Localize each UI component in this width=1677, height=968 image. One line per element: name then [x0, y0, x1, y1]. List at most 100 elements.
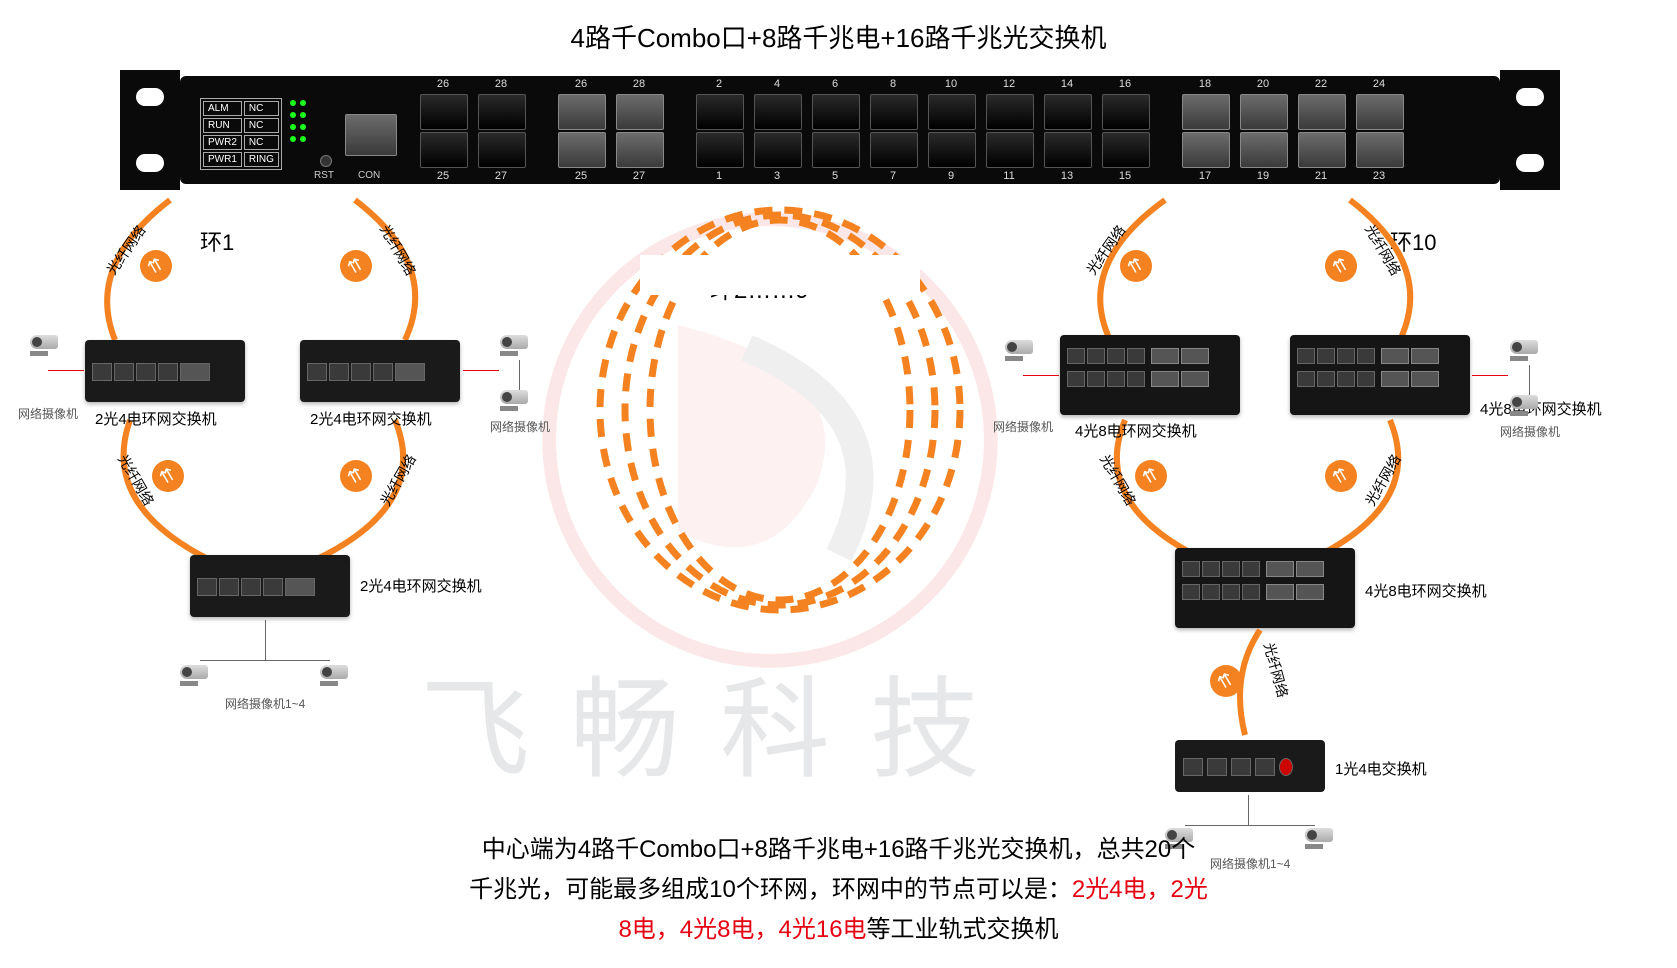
rack-switch: ALMNC RUNNC PWR2NC PWR1RING RST CON 2625…: [120, 70, 1560, 190]
port-num-top: 22: [1296, 78, 1346, 90]
rj-port[interactable]: [1356, 94, 1404, 130]
port-num-top: 12: [984, 78, 1034, 90]
rj-port[interactable]: [1182, 94, 1230, 130]
fiber-arrow-icon: ⇈: [1325, 460, 1357, 492]
port-num-top: 10: [926, 78, 976, 90]
port-num-top: 26: [556, 78, 606, 90]
port-num-top: 26: [418, 78, 468, 90]
sfp-port[interactable]: [478, 94, 526, 130]
ring10-switch-1: [1060, 335, 1240, 415]
fiber-arrow-icon: ⇈: [1135, 460, 1167, 492]
ring10-switch-2: [1290, 335, 1470, 415]
fiber-arrow-icon: ⇈: [340, 460, 372, 492]
port-num-top: 6: [810, 78, 860, 90]
camera-label: 网络摄像机: [490, 418, 550, 435]
watermark-text: 飞畅科技: [420, 640, 1020, 800]
red-line: [48, 370, 84, 371]
camera-icon: [30, 335, 64, 357]
sfp-port[interactable]: [754, 132, 802, 168]
camera-icon: [1005, 340, 1039, 362]
fiber-arrow-icon: ⇈: [140, 250, 172, 282]
port-num-bot: 27: [614, 170, 664, 182]
fiber-arrow-icon: ⇈: [1120, 250, 1152, 282]
camera-icon: [1510, 395, 1544, 417]
port-num-top: 14: [1042, 78, 1092, 90]
port-num-bot: 17: [1180, 170, 1230, 182]
sfp-port[interactable]: [696, 132, 744, 168]
rj-port[interactable]: [558, 132, 606, 168]
port-num-bot: 3: [752, 170, 802, 182]
sfp-port[interactable]: [1102, 94, 1150, 130]
port-num-top: 20: [1238, 78, 1288, 90]
sfp-port[interactable]: [986, 94, 1034, 130]
sfp-port[interactable]: [478, 132, 526, 168]
port-num-top: 16: [1100, 78, 1150, 90]
port-num-top: 4: [752, 78, 802, 90]
port-num-bot: 5: [810, 170, 860, 182]
switch-label: 4光8电环网交换机: [1365, 580, 1487, 601]
red-line: [463, 370, 499, 371]
sfp-port[interactable]: [696, 94, 744, 130]
ring1-switch-3: [190, 555, 350, 617]
sfp-port[interactable]: [870, 94, 918, 130]
sfp-port[interactable]: [928, 94, 976, 130]
port-num-top: 18: [1180, 78, 1230, 90]
page-title: 4路千Combo口+8路千兆电+16路千兆光交换机: [0, 18, 1677, 55]
port-num-top: 24: [1354, 78, 1404, 90]
port-num-bot: 27: [476, 170, 526, 182]
fiber-arrow-icon: ⇈: [1210, 665, 1242, 697]
port-num-bot: 11: [984, 170, 1034, 182]
port-num-top: 8: [868, 78, 918, 90]
center-dashed-rings: [580, 200, 980, 620]
port-num-bot: 25: [556, 170, 606, 182]
camera-icon: [500, 390, 534, 412]
ring10-switch-3: [1175, 548, 1355, 628]
sfp-port[interactable]: [812, 94, 860, 130]
rj-port[interactable]: [616, 94, 664, 130]
camera-icon: [320, 665, 354, 687]
extra-switch: [1175, 740, 1325, 792]
fiber-arrow-icon: ⇈: [340, 250, 372, 282]
sfp-port[interactable]: [986, 132, 1034, 168]
fiber-arrow-icon: ⇈: [152, 460, 184, 492]
port-num-bot: 9: [926, 170, 976, 182]
camera-icon: [1510, 340, 1544, 362]
rj-port[interactable]: [558, 94, 606, 130]
sfp-port[interactable]: [870, 132, 918, 168]
rj-port[interactable]: [616, 132, 664, 168]
sfp-port[interactable]: [1102, 132, 1150, 168]
ring1-switch-1: [85, 340, 245, 402]
sfp-port[interactable]: [420, 132, 468, 168]
rj-port[interactable]: [1240, 132, 1288, 168]
switch-label: 2光4电环网交换机: [95, 408, 217, 429]
switch-label: 2光4电环网交换机: [310, 408, 432, 429]
port-num-bot: 25: [418, 170, 468, 182]
camera-label: 网络摄像机1~4: [225, 695, 305, 712]
ring1-switch-2: [300, 340, 460, 402]
rj-port[interactable]: [1298, 94, 1346, 130]
red-line: [1023, 375, 1059, 376]
port-num-top: 28: [476, 78, 526, 90]
port-num-top: 2: [694, 78, 744, 90]
port-num-bot: 13: [1042, 170, 1092, 182]
sfp-port[interactable]: [928, 132, 976, 168]
fiber-arrow-icon: ⇈: [1325, 250, 1357, 282]
rj-port[interactable]: [1356, 132, 1404, 168]
port-num-bot: 19: [1238, 170, 1288, 182]
console-port[interactable]: [345, 114, 397, 156]
sfp-port[interactable]: [1044, 132, 1092, 168]
camera-icon: [500, 335, 534, 357]
sfp-port[interactable]: [812, 132, 860, 168]
sfp-port[interactable]: [420, 94, 468, 130]
con-label: CON: [358, 170, 380, 181]
rj-port[interactable]: [1182, 132, 1230, 168]
rj-port[interactable]: [1240, 94, 1288, 130]
camera-icon: [180, 665, 214, 687]
sfp-port[interactable]: [1044, 94, 1092, 130]
camera-label: 网络摄像机: [993, 418, 1053, 435]
rj-port[interactable]: [1298, 132, 1346, 168]
port-num-top: 28: [614, 78, 664, 90]
rst-button[interactable]: [320, 155, 332, 167]
rst-label: RST: [314, 170, 334, 181]
sfp-port[interactable]: [754, 94, 802, 130]
